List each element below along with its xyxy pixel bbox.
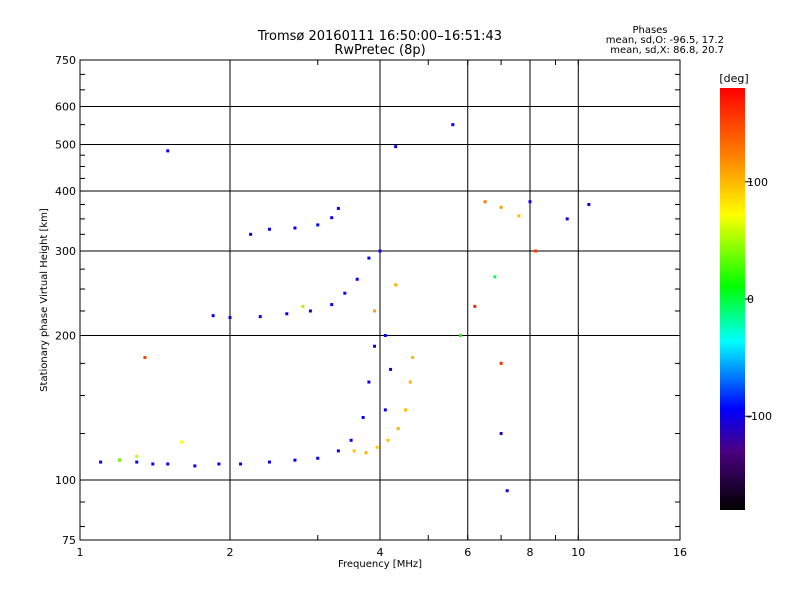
colorbar: [720, 88, 745, 510]
trace-point: [394, 283, 398, 287]
x-tick-label: 4: [377, 546, 384, 559]
trace-point: [373, 309, 377, 313]
trace-point: [166, 149, 170, 153]
trace-point: [533, 249, 537, 253]
trace-point: [451, 123, 455, 127]
trace-point: [361, 415, 365, 419]
trace-point: [499, 361, 503, 365]
x-tick-label: 1: [77, 546, 84, 559]
trace-point: [117, 458, 121, 462]
trace-point: [211, 314, 215, 318]
trace-point: [408, 380, 412, 384]
y-tick-label: 750: [55, 54, 76, 67]
trace-point: [249, 232, 253, 236]
trace-point: [499, 432, 503, 436]
trace-point: [135, 454, 139, 458]
trace-point: [396, 427, 400, 431]
trace-point: [375, 445, 379, 449]
trace-point: [308, 309, 312, 313]
trace-point: [411, 355, 415, 359]
y-axis-label: Stationary phase Virtual Height [km]: [39, 208, 50, 392]
y-tick-label: 75: [62, 534, 76, 547]
trace-point: [383, 334, 387, 338]
trace-point: [293, 226, 297, 230]
data-points: [99, 123, 591, 493]
x-tick-label: 8: [527, 546, 534, 559]
x-tick-label: 2: [227, 546, 234, 559]
x-tick-label: 16: [673, 546, 687, 559]
trace-point: [258, 315, 262, 319]
trace-point: [349, 438, 353, 442]
trace-point: [378, 249, 382, 253]
chart-subtitle: RwPretec (8p): [334, 43, 425, 58]
trace-point: [316, 223, 320, 227]
trace-point: [135, 460, 139, 464]
colorbar-tick-label: -100: [747, 410, 772, 423]
trace-point: [336, 206, 340, 210]
chart-title: Tromsø 20160111 16:50:00–16:51:43: [257, 29, 502, 44]
colorbar-unit-label: [deg]: [719, 72, 748, 85]
trace-point: [228, 316, 232, 320]
trace-point: [99, 460, 103, 464]
trace-point: [239, 462, 243, 466]
trace-point: [394, 145, 398, 149]
trace-point: [330, 303, 334, 307]
trace-point: [389, 367, 393, 371]
trace-point: [373, 344, 377, 348]
trace-point: [151, 462, 155, 466]
trace-point: [336, 449, 340, 453]
colorbar-tick-label: 0: [747, 293, 754, 306]
y-tick-label: 500: [55, 139, 76, 152]
trace-point: [483, 200, 487, 204]
trace-point: [505, 489, 509, 493]
trace-point: [285, 312, 289, 316]
y-tick-label: 300: [55, 245, 76, 258]
trace-point: [352, 449, 356, 453]
trace-point: [355, 277, 359, 281]
grid-lines: [79, 59, 681, 541]
trace-point: [493, 275, 497, 279]
x-axis-label: Frequency [MHz]: [338, 559, 422, 570]
trace-point: [301, 304, 305, 308]
trace-point: [166, 462, 170, 466]
y-tick-label: 600: [55, 101, 76, 114]
y-tick-label: 100: [55, 474, 76, 487]
trace-point: [180, 440, 184, 444]
trace-point: [528, 200, 532, 204]
trace-point: [217, 462, 221, 466]
trace-point: [473, 304, 477, 308]
colorbar-tick-label: 100: [747, 176, 768, 189]
phase-stats-o: mean, sd,O: -96.5, 17.2: [606, 35, 724, 46]
axis-ticks: 1 2 4 6 8 10 16 75 100 200 300 400 500 600 750: [55, 54, 687, 559]
x-tick-label: 6: [464, 546, 471, 559]
trace-point: [364, 451, 368, 455]
trace-point: [293, 458, 297, 462]
trace-point: [403, 408, 407, 412]
trace-point: [367, 256, 371, 260]
phase-stats-heading: Phases: [632, 25, 667, 36]
trace-point: [383, 408, 387, 412]
trace-point: [565, 217, 569, 221]
trace-point: [193, 464, 197, 468]
trace-point: [458, 334, 462, 338]
trace-point: [517, 214, 521, 218]
plot-frame: [79, 59, 681, 541]
trace-point: [330, 216, 334, 220]
y-tick-label: 200: [55, 330, 76, 343]
trace-point: [343, 291, 347, 295]
trace-point: [587, 202, 591, 206]
trace-point: [316, 456, 320, 460]
trace-point: [267, 227, 271, 231]
phase-stats-x: mean, sd,X: 86.8, 20.7: [610, 45, 724, 56]
trace-point: [143, 355, 147, 359]
trace-point: [499, 205, 503, 209]
trace-point: [386, 438, 390, 442]
trace-point: [267, 460, 271, 464]
y-tick-label: 400: [55, 185, 76, 198]
x-tick-label: 10: [571, 546, 585, 559]
colorbar-ticks: 100 0 -100: [745, 176, 772, 423]
trace-point: [367, 380, 371, 384]
